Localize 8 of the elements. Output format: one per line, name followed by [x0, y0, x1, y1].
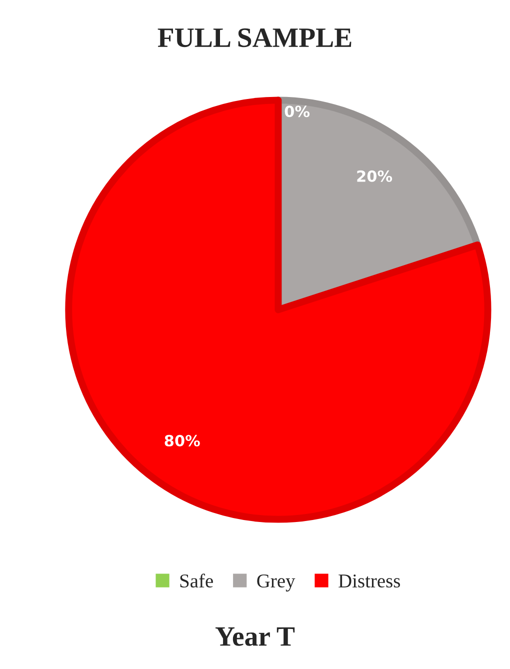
- data-label: 20%: [357, 170, 392, 182]
- legend-label: Safe: [180, 574, 213, 588]
- data-label: 80%: [164, 434, 200, 446]
- text: Year T: [215, 627, 295, 646]
- chart-title: FULL SAMPLE: [158, 28, 352, 48]
- legend-label: Grey: [257, 574, 296, 592]
- legend-label: Distress: [338, 574, 400, 588]
- text: 0%: [284, 106, 310, 118]
